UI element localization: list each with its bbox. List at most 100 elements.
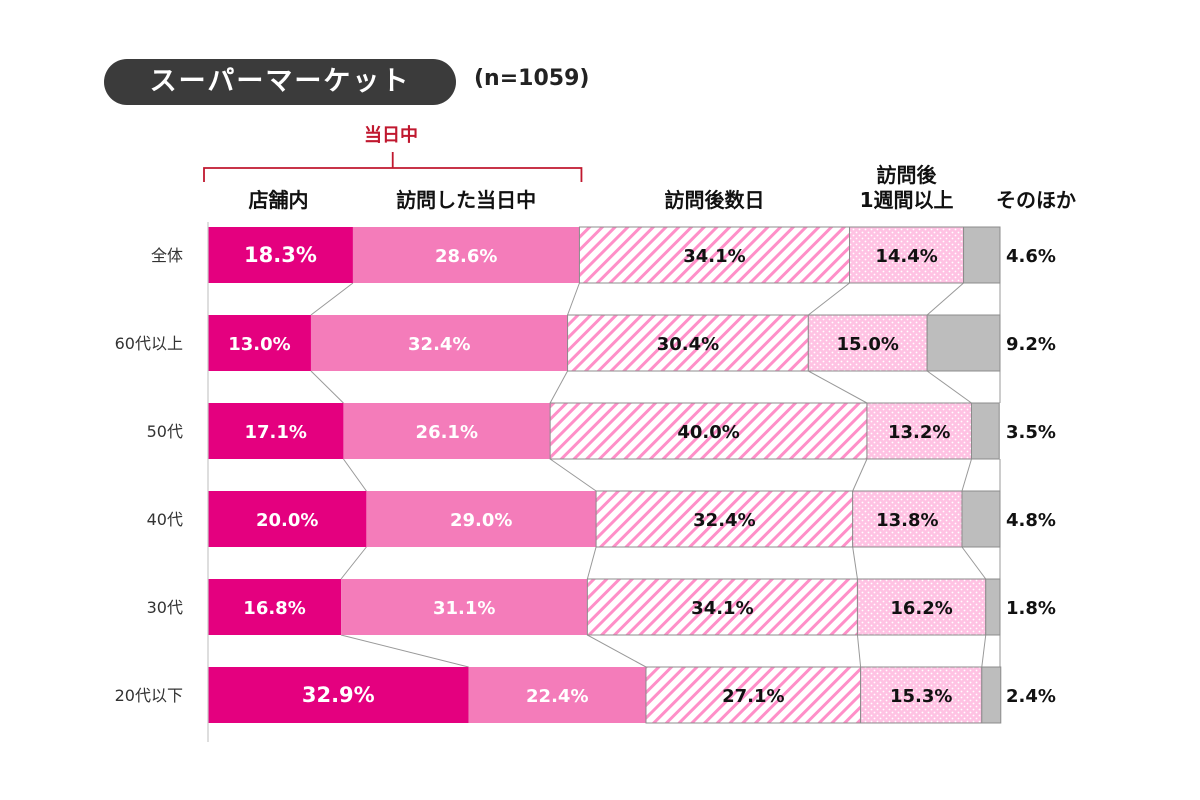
data-label: 30.4%	[657, 334, 719, 355]
bar-segment-in-store	[208, 403, 344, 459]
connector-line	[852, 546, 858, 580]
data-label: 13.0%	[228, 334, 290, 355]
data-label: 34.1%	[691, 598, 753, 619]
connector-line	[926, 282, 964, 316]
connector-line	[310, 370, 344, 404]
bar-segment-week-after	[860, 666, 983, 724]
category-label: 60代以上	[115, 334, 183, 353]
data-label: 16.2%	[890, 598, 952, 619]
data-label: 14.4%	[875, 246, 937, 267]
legend-week-after: 訪問後 1週間以上	[860, 163, 954, 212]
bar-segment-same-day	[341, 579, 588, 635]
bar-segment-in-store	[208, 315, 311, 371]
bar-segment-days-after	[567, 314, 809, 372]
connector-line	[808, 282, 850, 316]
bar-row: 20代以下 32.9% 22.4% 27.1% 15.3% 2.4%	[115, 666, 1056, 724]
category-label: 40代	[147, 510, 183, 529]
data-label: 32.4%	[693, 510, 755, 531]
bar-segment-in-store	[208, 579, 342, 635]
bar-segment-other	[981, 666, 1002, 724]
data-label: 13.2%	[888, 422, 950, 443]
connector-line	[586, 546, 597, 580]
bar-row: 60代以上 13.0% 32.4% 30.4% 15.0% 9.2%	[115, 314, 1056, 372]
bar-row: 30代 16.8% 31.1% 34.1% 16.2% 1.8%	[147, 578, 1056, 636]
data-label: 40.0%	[677, 422, 739, 443]
bar-segment-days-after	[549, 402, 868, 460]
data-label: 3.5%	[1006, 422, 1056, 443]
bar-segment-in-store	[208, 227, 353, 283]
data-label: 26.1%	[416, 422, 478, 443]
connector-line	[961, 458, 972, 492]
bar-segment-other	[970, 402, 1000, 460]
category-label: 30代	[147, 598, 183, 617]
data-label: 32.9%	[302, 683, 375, 707]
data-label: 17.1%	[244, 422, 306, 443]
bar-segment-in-store	[208, 667, 469, 723]
bar-segment-week-after	[852, 490, 963, 548]
bar-row: 40代 20.0% 29.0% 32.4% 13.8% 4.8%	[147, 490, 1056, 548]
connector-line	[549, 458, 597, 492]
data-label: 34.1%	[683, 246, 745, 267]
connector-line	[343, 458, 367, 492]
bar-segment-same-day	[366, 491, 597, 547]
connector-line	[961, 546, 987, 580]
bar-segment-same-day	[352, 227, 580, 283]
bar-segment-week-after	[866, 402, 972, 460]
bar-segment-days-after	[578, 226, 851, 284]
bar-segment-other	[926, 314, 1001, 372]
data-label: 15.3%	[890, 686, 952, 707]
data-label: 29.0%	[450, 510, 512, 531]
connector-line	[340, 546, 367, 580]
data-label: 18.3%	[244, 243, 317, 267]
bar-segment-week-after	[849, 226, 965, 284]
connector-line	[567, 282, 580, 316]
connector-line	[856, 634, 862, 668]
data-label: 20.0%	[256, 510, 318, 531]
bracket-label: 当日中	[364, 124, 418, 146]
data-label: 9.2%	[1006, 334, 1056, 355]
connector-line	[587, 634, 647, 668]
data-label: 4.8%	[1006, 510, 1056, 531]
bar-segment-same-day	[310, 315, 568, 371]
legend-days-after: 訪問後数日	[664, 188, 764, 212]
data-label: 31.1%	[433, 598, 495, 619]
data-label: 28.6%	[435, 246, 497, 267]
connector-line	[926, 370, 972, 404]
data-label: 15.0%	[837, 334, 899, 355]
data-label: 2.4%	[1006, 686, 1056, 707]
bar-segment-same-day	[468, 667, 646, 723]
bar-segment-days-after	[595, 490, 854, 548]
bar-segment-in-store	[208, 491, 367, 547]
bar-segment-other	[961, 490, 1001, 548]
bar-row: 全体 18.3% 28.6% 34.1% 14.4% 4.6%	[151, 226, 1056, 284]
connector-line	[808, 370, 868, 404]
connector-line	[310, 282, 354, 316]
legend-in-store: 店舗内	[248, 188, 308, 212]
data-label: 22.4%	[526, 686, 588, 707]
category-label: 全体	[151, 246, 183, 265]
bar-segment-same-day	[343, 403, 551, 459]
legend-same-day: 訪問した当日中	[396, 188, 536, 212]
connector-line	[981, 634, 987, 668]
bar-segment-week-after	[807, 314, 928, 372]
category-label: 50代	[147, 422, 183, 441]
connector-line	[340, 634, 469, 668]
bar-segment-week-after	[856, 578, 987, 636]
connector-line	[852, 458, 868, 492]
bar-segment-days-after	[645, 666, 862, 724]
data-label: 13.8%	[876, 510, 938, 531]
data-label: 32.4%	[408, 334, 470, 355]
legend-other: そのほか	[996, 188, 1076, 212]
chart-title: スーパーマーケット	[104, 59, 456, 105]
data-label: 27.1%	[722, 686, 784, 707]
data-label: 16.8%	[243, 598, 305, 619]
category-label: 20代以下	[115, 686, 183, 705]
bar-segment-other	[963, 226, 1001, 284]
sample-size-label: (n=1059)	[474, 66, 590, 91]
bar-row: 50代 17.1% 26.1% 40.0% 13.2% 3.5%	[147, 402, 1056, 460]
data-label: 4.6%	[1006, 246, 1056, 267]
connector-line	[549, 370, 569, 404]
same-day-bracket	[203, 152, 583, 182]
